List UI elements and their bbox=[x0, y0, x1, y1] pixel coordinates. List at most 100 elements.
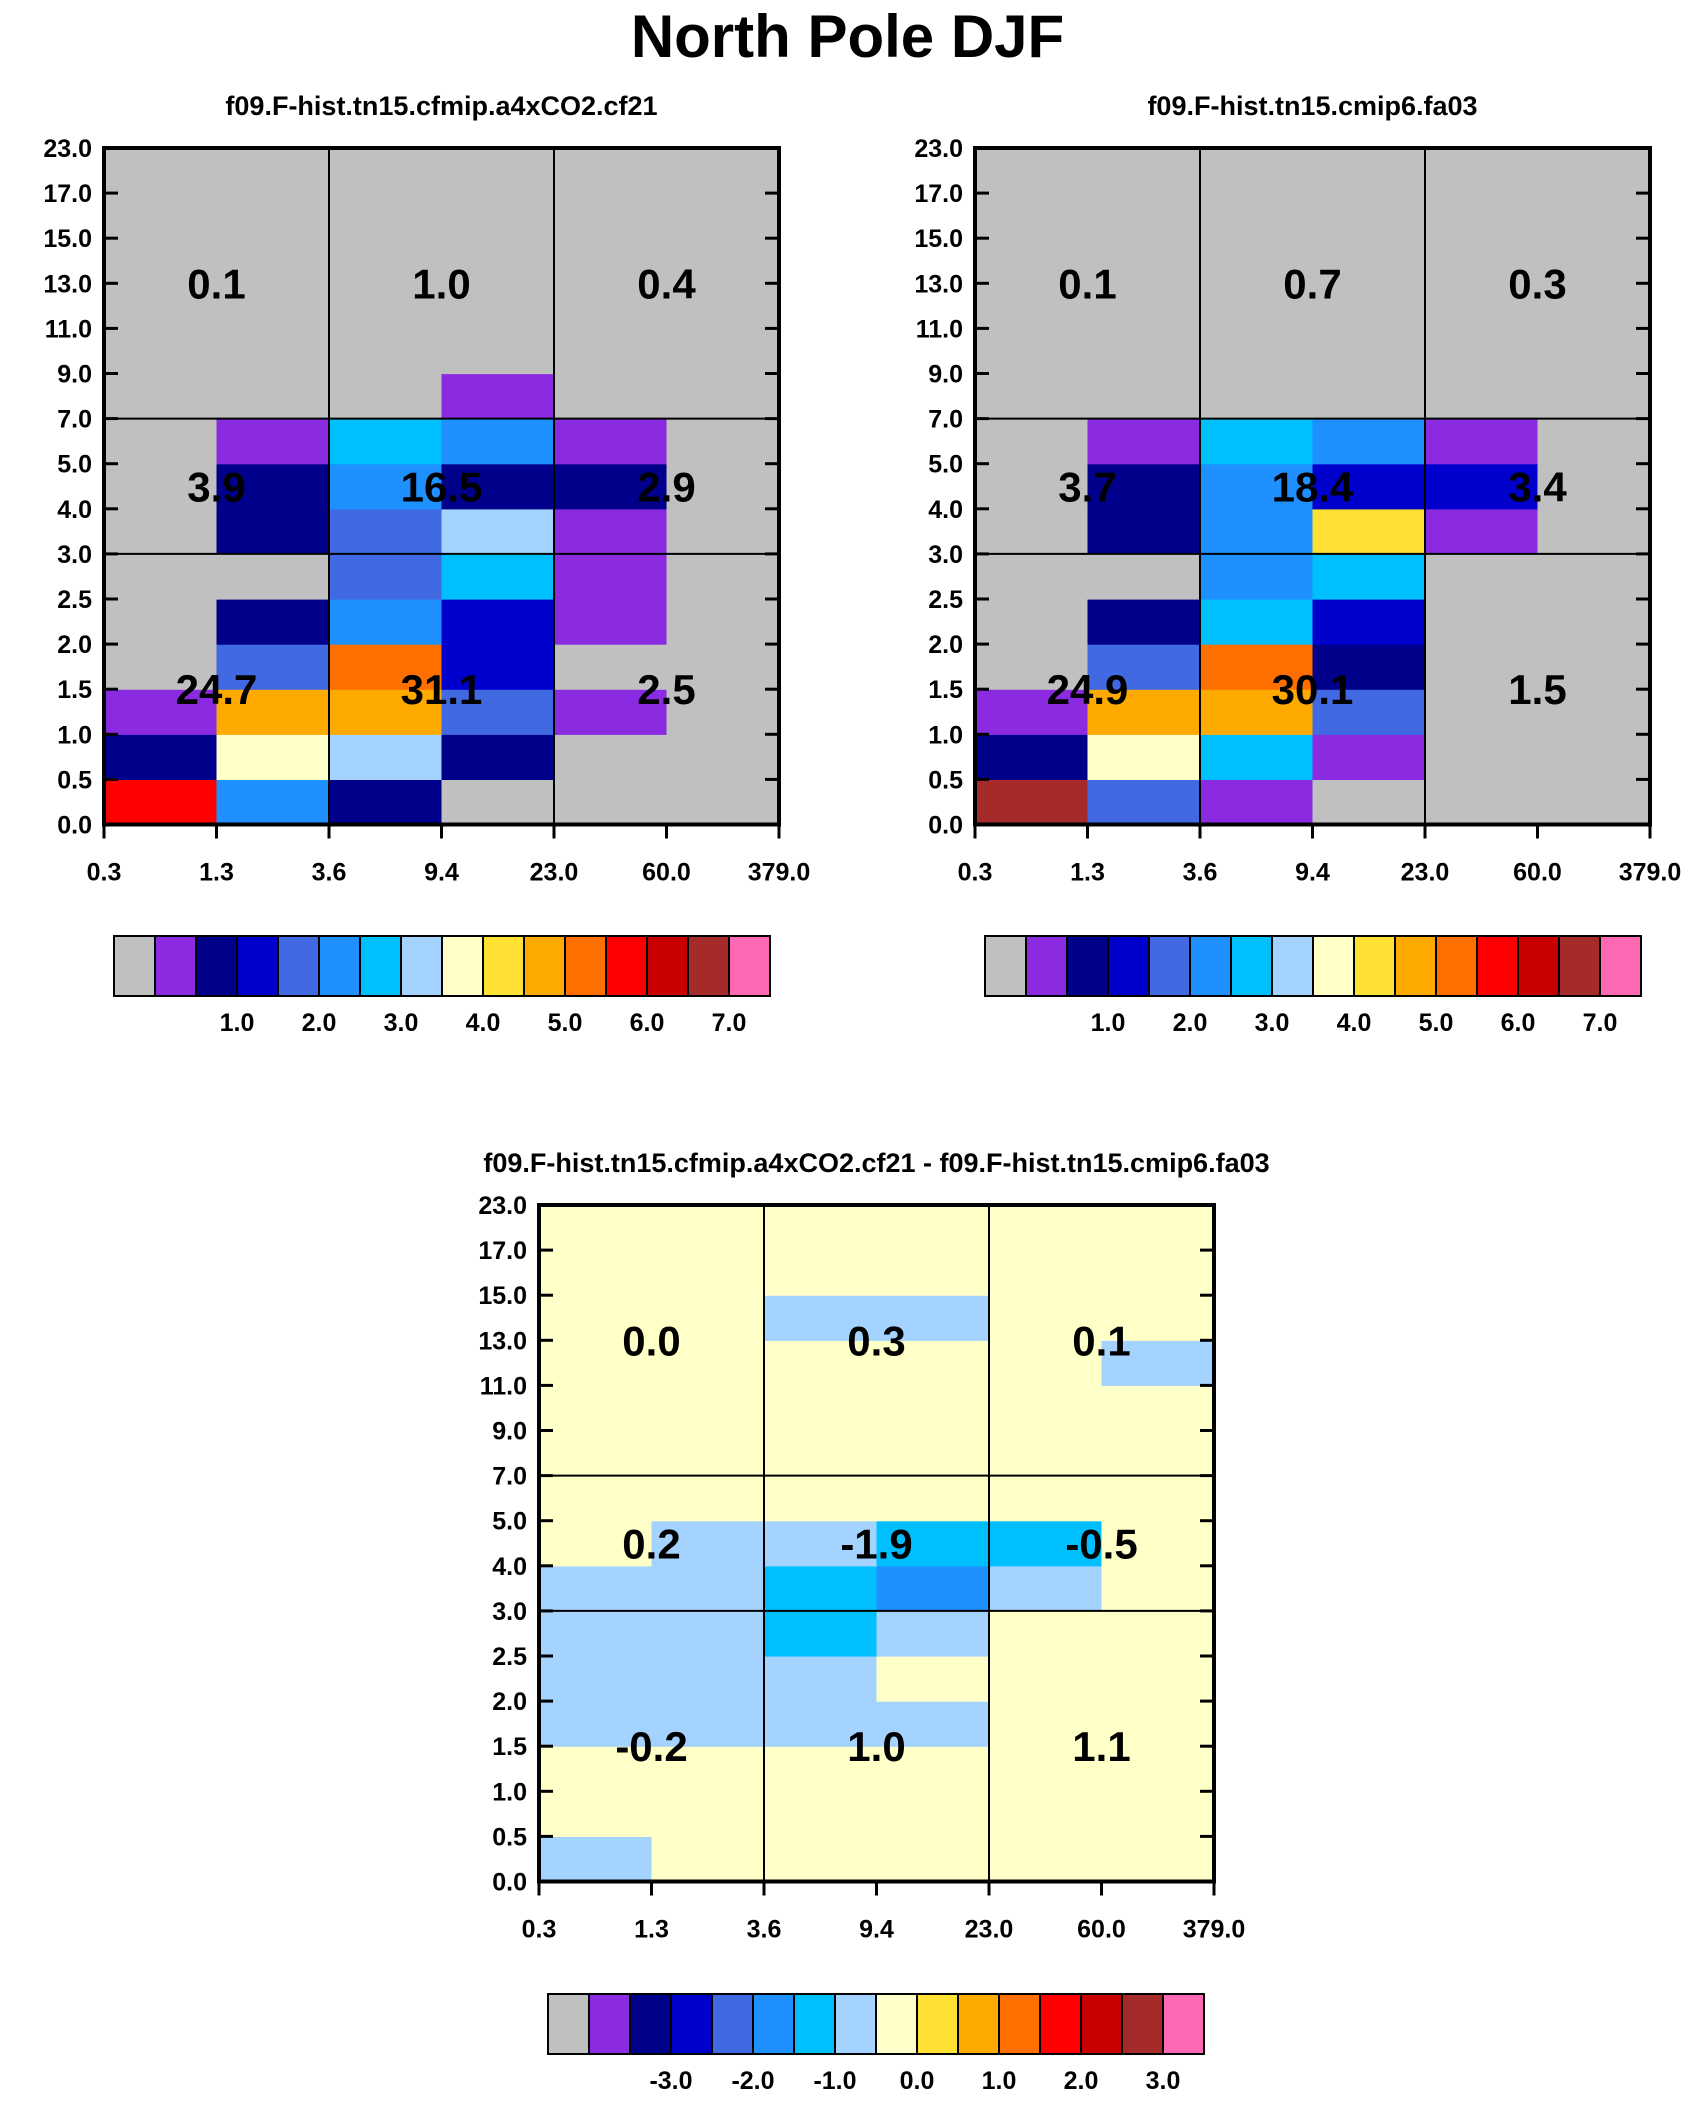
heatmap-cell bbox=[989, 1791, 1103, 1837]
heatmap-cell bbox=[876, 1250, 990, 1296]
y-tick-label: 4.0 bbox=[57, 496, 92, 524]
heatmap-cell bbox=[975, 238, 1089, 284]
heatmap-cell bbox=[554, 734, 668, 780]
y-tick-label: 4.0 bbox=[492, 1553, 527, 1581]
group-value-label: 0.2 bbox=[622, 1520, 680, 1567]
heatmap-cell bbox=[1425, 193, 1539, 239]
colorbar: -3.0 -2.0 -1.0 0.0 1.0 2.0 3.0 bbox=[547, 1993, 1205, 2095]
y-tick-label: 1.5 bbox=[928, 676, 963, 704]
heatmap-cell bbox=[329, 238, 443, 284]
heatmap-cell bbox=[876, 1430, 990, 1477]
colorbar-label: 2.0 bbox=[1173, 1009, 1208, 1037]
heatmap-cell bbox=[1087, 283, 1201, 329]
heatmap-cell bbox=[329, 689, 443, 735]
colorbar-swatch bbox=[998, 1993, 1041, 2055]
colorbar-label: 3.0 bbox=[384, 1009, 419, 1037]
panel-1: f09.F-hist.tn15.cfmip.a4xCO2.cf21 0.0 0.5 1… bbox=[43, 91, 810, 1037]
heatmap-cell bbox=[1425, 553, 1539, 600]
heatmap-cell bbox=[651, 1610, 765, 1657]
colorbar-label: 3.0 bbox=[1146, 2067, 1181, 2095]
heatmap-cell bbox=[1200, 689, 1314, 735]
heatmap-cell bbox=[216, 644, 330, 690]
y-tick-label: 0.0 bbox=[928, 812, 963, 840]
y-tick-label: 15.0 bbox=[478, 1282, 527, 1310]
heatmap-cell bbox=[1312, 508, 1426, 555]
colorbar-label: 4.0 bbox=[1337, 1009, 1372, 1037]
heatmap-cell bbox=[216, 148, 330, 194]
heatmap-cell bbox=[1537, 553, 1651, 600]
heatmap-cell bbox=[554, 463, 668, 510]
heatmap-cell bbox=[666, 599, 780, 645]
colorbar-swatch bbox=[1435, 935, 1478, 997]
y-tick-label: 13.0 bbox=[478, 1327, 527, 1355]
heatmap-cell bbox=[539, 1701, 653, 1747]
y-tick-label: 0.5 bbox=[57, 766, 92, 794]
colorbar-swatch bbox=[1025, 935, 1068, 997]
heatmap-cell bbox=[1101, 1205, 1215, 1251]
heatmap-cell bbox=[876, 1475, 990, 1522]
heatmap-cell bbox=[216, 553, 330, 600]
x-tick-label: 9.4 bbox=[424, 859, 459, 887]
heatmap-cell bbox=[989, 1656, 1103, 1702]
x-tick-label: 23.0 bbox=[965, 1916, 1014, 1944]
group-value-label: 2.9 bbox=[637, 463, 695, 510]
colorbar-label: 6.0 bbox=[1501, 1009, 1536, 1037]
heatmap-cell bbox=[975, 148, 1089, 194]
colorbar-swatch bbox=[1394, 935, 1437, 997]
heatmap-cell bbox=[1537, 644, 1651, 690]
colorbar: 1.0 2.0 3.0 4.0 5.0 6.0 7.0 bbox=[984, 935, 1642, 1037]
y-tick-label: 0.5 bbox=[928, 766, 963, 794]
x-tick-label: 60.0 bbox=[1077, 1916, 1126, 1944]
colorbar-swatch bbox=[318, 935, 361, 997]
x-tick-label: 3.6 bbox=[1183, 859, 1218, 887]
heatmap-cell bbox=[104, 238, 218, 284]
colorbar-label: 6.0 bbox=[630, 1009, 665, 1037]
group-value-label: 1.0 bbox=[847, 1723, 905, 1770]
heatmap-cell bbox=[554, 553, 668, 600]
heatmap-cell bbox=[651, 1520, 765, 1567]
heatmap-cell bbox=[975, 508, 1089, 555]
heatmap-cell bbox=[989, 1430, 1103, 1477]
x-tick-label: 9.4 bbox=[859, 1916, 894, 1944]
heatmap-cell bbox=[1425, 779, 1539, 826]
heatmap-cell bbox=[876, 1565, 990, 1612]
heatmap-cell bbox=[764, 1746, 878, 1792]
heatmap-cell bbox=[666, 734, 780, 780]
heatmap-cell bbox=[441, 508, 555, 555]
heatmap-cell bbox=[1425, 328, 1539, 375]
heatmap-cell bbox=[1101, 1746, 1215, 1792]
y-tick-label: 11.0 bbox=[480, 1372, 527, 1400]
heatmap-cell bbox=[441, 373, 555, 420]
y-tick-label: 1.5 bbox=[57, 676, 92, 704]
y-tick-label: 17.0 bbox=[43, 180, 92, 208]
heatmap-cell bbox=[1425, 418, 1539, 465]
panel-title: f09.F-hist.tn15.cmip6.fa03 bbox=[1147, 91, 1477, 121]
y-tick-label: 11.0 bbox=[45, 315, 92, 343]
heatmap-cell bbox=[764, 1295, 878, 1341]
heatmap-cell bbox=[1101, 1475, 1215, 1522]
heatmap-cell bbox=[764, 1250, 878, 1296]
heatmap-cell bbox=[1200, 553, 1314, 600]
heatmap-cell bbox=[764, 1565, 878, 1612]
colorbar-swatch bbox=[793, 1993, 836, 2055]
group-value-label: 18.4 bbox=[1272, 463, 1354, 510]
heatmap-cell bbox=[329, 508, 443, 555]
heatmap-cell bbox=[1425, 599, 1539, 645]
y-tick-label: 7.0 bbox=[928, 406, 963, 434]
heatmap-cell bbox=[651, 1295, 765, 1341]
colorbar-label: -3.0 bbox=[649, 2067, 692, 2095]
heatmap-cell bbox=[104, 193, 218, 239]
heatmap-cell bbox=[1101, 1836, 1215, 1883]
colorbar-swatch bbox=[834, 1993, 877, 2055]
heatmap-cell bbox=[441, 734, 555, 780]
heatmap-cell bbox=[1312, 418, 1426, 465]
y-tick-label: 0.0 bbox=[57, 812, 92, 840]
heatmap-cell bbox=[651, 1205, 765, 1251]
group-value-label: 0.7 bbox=[1283, 260, 1341, 307]
heatmap-cell bbox=[554, 508, 668, 555]
heatmap-cell bbox=[1537, 148, 1651, 194]
heatmap-cell bbox=[1537, 328, 1651, 375]
heatmap-cell bbox=[1537, 508, 1651, 555]
heatmap-cell bbox=[666, 193, 780, 239]
heatmap-cell bbox=[989, 1295, 1103, 1341]
